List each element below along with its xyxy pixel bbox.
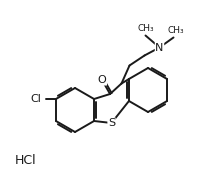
- Text: CH₃: CH₃: [167, 25, 184, 34]
- Text: N: N: [155, 42, 164, 53]
- Text: CH₃: CH₃: [137, 24, 154, 33]
- Text: O: O: [98, 75, 106, 85]
- Text: HCl: HCl: [15, 154, 37, 166]
- Text: Cl: Cl: [30, 94, 41, 104]
- Text: S: S: [108, 118, 115, 128]
